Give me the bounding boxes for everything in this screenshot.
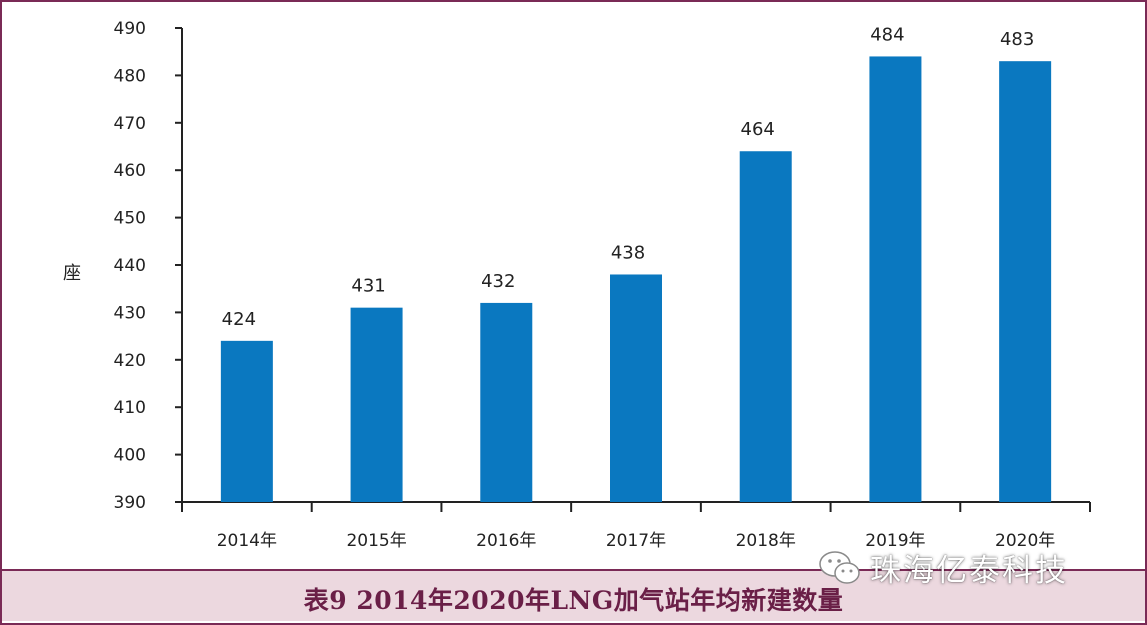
bar	[999, 61, 1052, 503]
y-axis-title: 座	[63, 263, 81, 284]
y-tick-label: 470	[114, 114, 146, 134]
y-tick-label: 490	[114, 19, 146, 39]
x-tick-label: 2020年	[995, 531, 1055, 551]
caption-band: 表9 2014年2020年LNG加气站年均新建数量	[2, 569, 1145, 621]
x-tick-label: 2014年	[217, 531, 277, 551]
data-label: 438	[611, 242, 645, 263]
data-label: 464	[741, 119, 775, 140]
bar	[350, 307, 403, 502]
data-label: 432	[481, 271, 515, 292]
y-tick-label: 460	[114, 161, 146, 181]
x-tick-label: 2015年	[346, 531, 406, 551]
bar	[739, 151, 792, 503]
chart-caption: 表9 2014年2020年LNG加气站年均新建数量	[303, 586, 844, 615]
bar	[869, 56, 922, 502]
bar	[220, 340, 273, 502]
watermark: 珠海亿泰科技	[818, 545, 1068, 590]
wechat-icon	[819, 550, 860, 584]
bars	[220, 56, 1052, 503]
y-tick-label: 420	[114, 351, 146, 371]
bar	[610, 274, 662, 502]
y-tick-label: 410	[114, 398, 146, 418]
data-label: 484	[870, 24, 904, 45]
y-tick-label: 450	[114, 209, 146, 229]
x-tick-label: 2016年	[476, 531, 536, 551]
y-tick-label: 430	[114, 303, 146, 323]
bar	[480, 302, 533, 502]
y-tick-label: 440	[114, 256, 146, 276]
data-label: 431	[351, 276, 385, 297]
watermark-text: 珠海亿泰科技	[870, 553, 1068, 589]
data-label: 424	[222, 309, 256, 330]
y-tick-label: 390	[114, 493, 146, 513]
y-axis: 390 400 410 420 430 440 450 460 470 480 490	[114, 19, 183, 513]
y-tick-label: 400	[114, 446, 146, 466]
x-axis: 2014年 2015年 2016年 2017年 2018年 2019年 2020年	[181, 501, 1091, 551]
y-tick-label: 480	[114, 66, 146, 86]
data-labels: 424 431 432 438 464 484 483	[222, 24, 1035, 329]
x-tick-label: 2019年	[865, 531, 925, 551]
x-tick-label: 2017年	[606, 531, 666, 551]
data-label: 483	[1000, 29, 1034, 50]
x-tick-label: 2018年	[736, 531, 796, 551]
